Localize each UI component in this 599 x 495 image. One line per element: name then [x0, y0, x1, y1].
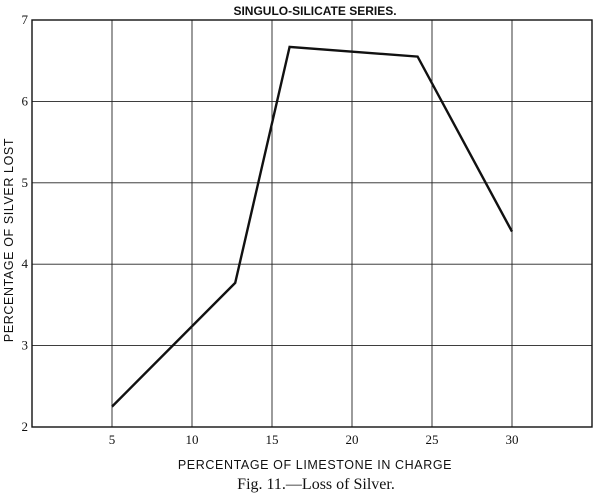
y-tick-label: 4	[22, 256, 29, 271]
y-tick-label: 7	[22, 12, 29, 27]
series-line	[111, 45, 514, 408]
x-tick-label: 15	[266, 432, 279, 447]
chart-title: SINGULO-SILICATE SERIES.	[233, 4, 396, 18]
y-tick-label: 6	[22, 93, 29, 108]
y-tick-label: 5	[22, 175, 29, 190]
x-tick-label: 30	[506, 432, 519, 447]
y-tick-label: 3	[22, 338, 29, 353]
figure-caption: Fig. 11.—Loss of Silver.	[237, 476, 395, 493]
y-tick-label: 2	[22, 419, 29, 434]
y-axis-label: PERCENTAGE OF SILVER LOST	[2, 138, 16, 342]
x-tick-labels: 5 10 15 20 25 30	[109, 432, 519, 447]
grid	[32, 20, 592, 427]
x-tick-label: 20	[346, 432, 359, 447]
y-tick-labels: 2 3 4 5 6 7	[22, 12, 29, 434]
x-axis-label: PERCENTAGE OF LIMESTONE IN CHARGE	[178, 458, 452, 472]
x-tick-label: 10	[186, 432, 199, 447]
x-tick-label: 5	[109, 432, 116, 447]
plot-frame	[31, 19, 593, 428]
x-tick-label: 25	[426, 432, 439, 447]
